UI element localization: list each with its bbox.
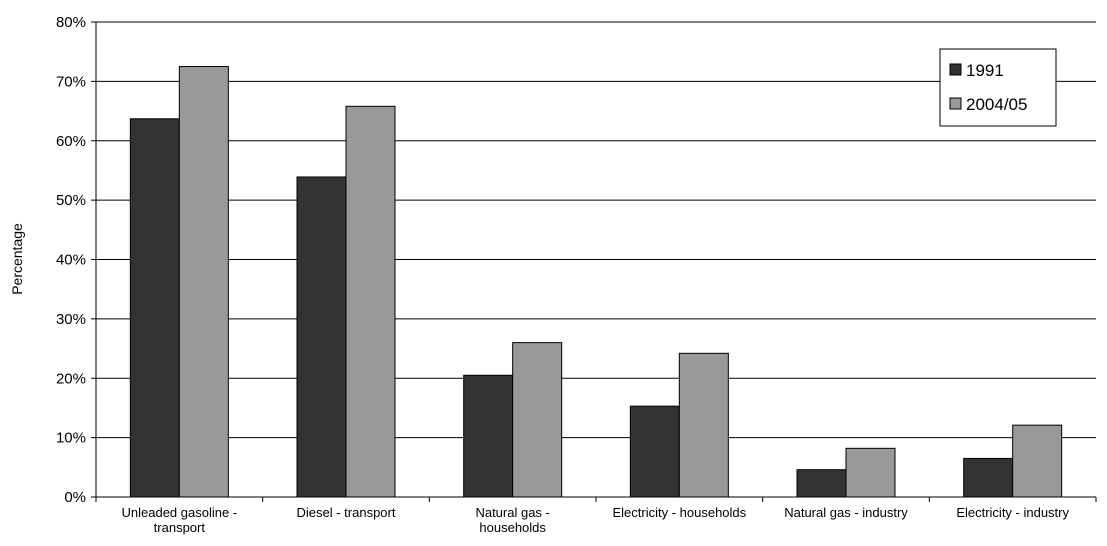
bar-1991-5 (963, 457, 1014, 498)
y-tick-label: 80% (56, 14, 86, 31)
legend-box (939, 48, 1057, 127)
x-tick-label: Natural gas -households (475, 505, 549, 535)
x-tick-label: Natural gas - industry (784, 505, 908, 520)
bar-2004-05-2 (512, 342, 563, 498)
bar-2004-05-4 (845, 447, 896, 498)
y-axis-title: Percentage (9, 223, 25, 295)
legend-swatch-2004-05 (949, 97, 962, 110)
y-tick-label: 20% (56, 370, 86, 387)
gridlines (96, 21, 1096, 439)
x-tick-label: Electricity - industry (956, 505, 1069, 520)
bars (129, 66, 1063, 498)
bar-1991-3 (629, 405, 680, 498)
y-tick-label: 0% (64, 489, 86, 506)
axis-labels: 0% 10% 20% 30% 40% 50% 60% 70% 80% Unleaded gasol… (56, 14, 1070, 535)
x-tick-label: Electricity - households (612, 505, 746, 520)
bar-1991-0 (129, 118, 180, 498)
axes (91, 21, 1097, 502)
legend-label-1991: 1991 (966, 61, 1004, 80)
bar-2004-05-3 (678, 352, 729, 498)
bar-1991-4 (796, 469, 847, 498)
legend: 1991 2004/05 (939, 48, 1057, 127)
x-tick-label: Unleaded gasoline -transport (122, 505, 238, 535)
y-tick-label: 60% (56, 133, 86, 150)
legend-swatch-1991 (949, 63, 962, 76)
y-tick-label: 70% (56, 73, 86, 90)
bar-2004-05-1 (345, 105, 396, 498)
bar-2004-05-0 (178, 66, 229, 498)
y-tick-label: 10% (56, 430, 86, 447)
bar-1991-2 (463, 374, 514, 498)
bar-1991-1 (296, 176, 347, 498)
legend-label-2004-05: 2004/05 (966, 95, 1027, 114)
y-tick-label: 50% (56, 192, 86, 209)
y-tick-label: 30% (56, 311, 86, 328)
x-tick-label: Diesel - transport (297, 505, 396, 520)
bar-2004-05-5 (1012, 424, 1063, 498)
y-tick-label: 40% (56, 252, 86, 269)
